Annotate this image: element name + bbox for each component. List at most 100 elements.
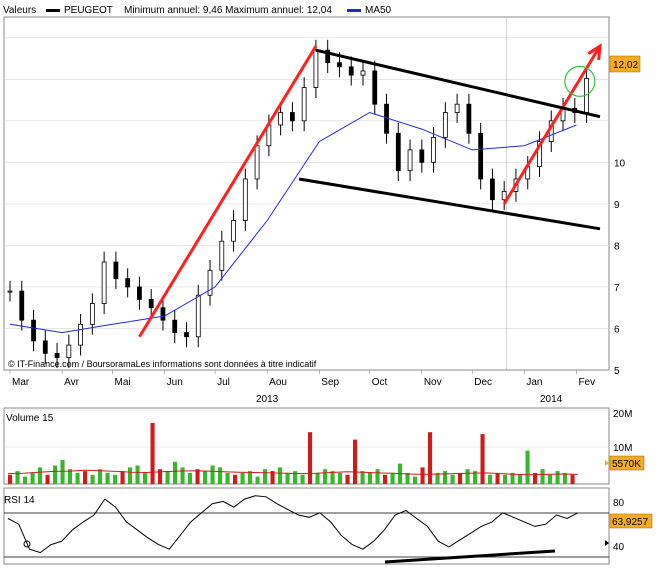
volume-bars	[8, 422, 575, 485]
price-bar-body	[219, 240, 225, 271]
rsi-tick-80: 80	[613, 498, 625, 509]
x-axis: Mar Avr Mai Jun Jul Aou Sep Oct Nov Dec Jan Fev 201…	[4, 369, 609, 405]
volume-bar	[105, 472, 110, 484]
volume-last-badge	[609, 455, 645, 471]
volume-bar	[188, 472, 193, 484]
price-bar-body	[254, 145, 260, 180]
price-bar-body	[242, 178, 248, 221]
trend-annotations	[138, 43, 602, 338]
rsi-divergence-line	[384, 549, 556, 564]
volume-bar	[360, 471, 365, 484]
volume-last-value: 5570K	[612, 459, 641, 470]
price-y-tick-label: 10	[614, 158, 626, 169]
volume-bar	[525, 450, 530, 484]
volume-bar	[23, 476, 28, 484]
price-bar-body	[54, 352, 60, 358]
volume-bar	[480, 434, 485, 484]
x-tick-label: Aou	[269, 377, 287, 388]
ma-label: MA50	[365, 5, 392, 16]
volume-bar	[143, 472, 148, 484]
rsi-tick-40: 40	[613, 542, 625, 553]
volume-bar	[450, 474, 455, 485]
volume-bar	[195, 469, 200, 484]
volume-bar	[375, 469, 380, 484]
volume-bar	[225, 472, 230, 484]
red-trendline	[138, 45, 318, 338]
volume-bar	[173, 461, 178, 484]
price-bar-body	[501, 191, 507, 201]
volume-ma-line	[7, 469, 579, 476]
volume-tick-20m: 20M	[613, 409, 632, 420]
price-bar-body	[125, 278, 131, 288]
price-bar-body	[337, 62, 342, 68]
volume-bar	[180, 467, 185, 484]
volume-bar	[293, 471, 298, 484]
x-tick-label: Mai	[115, 377, 131, 388]
last-price-badge	[609, 55, 641, 73]
volume-bar	[68, 469, 73, 484]
highlight-circle	[564, 65, 596, 97]
price-panel: 5 6 7 8 9 10 © IT-Finance.com / BoursoramaLes…	[3, 16, 641, 377]
red-arrowhead	[587, 43, 602, 61]
volume-bar	[503, 474, 508, 485]
price-bar-body	[160, 307, 166, 321]
volume-bar	[240, 472, 245, 484]
volume-bar	[368, 472, 373, 484]
volume-bar	[120, 471, 125, 484]
x-tick-label: Fev	[578, 377, 595, 388]
x-tick-label: Mar	[12, 377, 30, 388]
volume-bar	[495, 472, 500, 484]
rsi-title: RSI 14	[4, 495, 35, 506]
price-y-tick-label: 5	[614, 366, 620, 377]
x-tick-label: Sep	[321, 377, 339, 388]
volume-bar	[248, 471, 253, 484]
price-bar-body	[19, 290, 25, 321]
volume-bar	[203, 471, 208, 484]
volume-bar	[488, 474, 493, 485]
volume-bar	[315, 472, 320, 484]
rsi-line	[7, 495, 579, 554]
range-label: Minimum annuel: 9,46 Maximum annuel: 12,…	[124, 5, 332, 16]
volume-bar	[465, 469, 470, 484]
volume-bar	[218, 467, 223, 484]
volume-bar	[128, 467, 133, 484]
x-tick-label: Jan	[526, 377, 542, 388]
volume-bar	[30, 472, 35, 484]
volume-bar	[135, 465, 140, 484]
price-y-tick-label: 8	[614, 241, 620, 252]
volume-bar	[90, 474, 95, 485]
price-bar-body	[431, 137, 436, 163]
year-label-2014: 2014	[540, 394, 563, 405]
valeurs-label: Valeurs	[3, 5, 36, 16]
x-tick-label: Jun	[167, 377, 183, 388]
price-bar-body	[184, 332, 189, 338]
price-bar-body	[537, 141, 542, 167]
volume-bar	[405, 472, 410, 484]
volume-bar	[278, 467, 283, 484]
price-bar-body	[395, 132, 401, 172]
last-price-value: 12,02	[613, 60, 638, 71]
rsi-last-value: 63,9257	[612, 517, 649, 528]
volume-bar	[540, 469, 545, 484]
price-bar-body	[172, 319, 178, 334]
volume-panel: Volume 15 20M 10M 5570K	[3, 407, 645, 485]
volume-bar	[428, 432, 433, 484]
volume-bar	[473, 471, 478, 484]
price-bar-body	[7, 290, 13, 293]
volume-bar	[270, 471, 275, 484]
volume-bar	[330, 471, 335, 484]
rsi-panel: RSI 14 80 40 63,9257	[3, 487, 653, 565]
volume-bar	[158, 469, 163, 484]
volume-bar	[150, 422, 155, 484]
volume-bar	[45, 474, 50, 485]
price-legend-swatch	[46, 9, 60, 12]
volume-bar	[338, 472, 343, 484]
channel-line	[298, 177, 601, 231]
volume-bar	[255, 476, 260, 484]
price-bar-body	[137, 286, 142, 300]
volume-bar	[15, 471, 20, 484]
volume-bar	[533, 472, 538, 484]
volume-bar	[285, 472, 290, 484]
volume-bar	[435, 472, 440, 484]
price-y-tick-label: 7	[614, 283, 620, 294]
